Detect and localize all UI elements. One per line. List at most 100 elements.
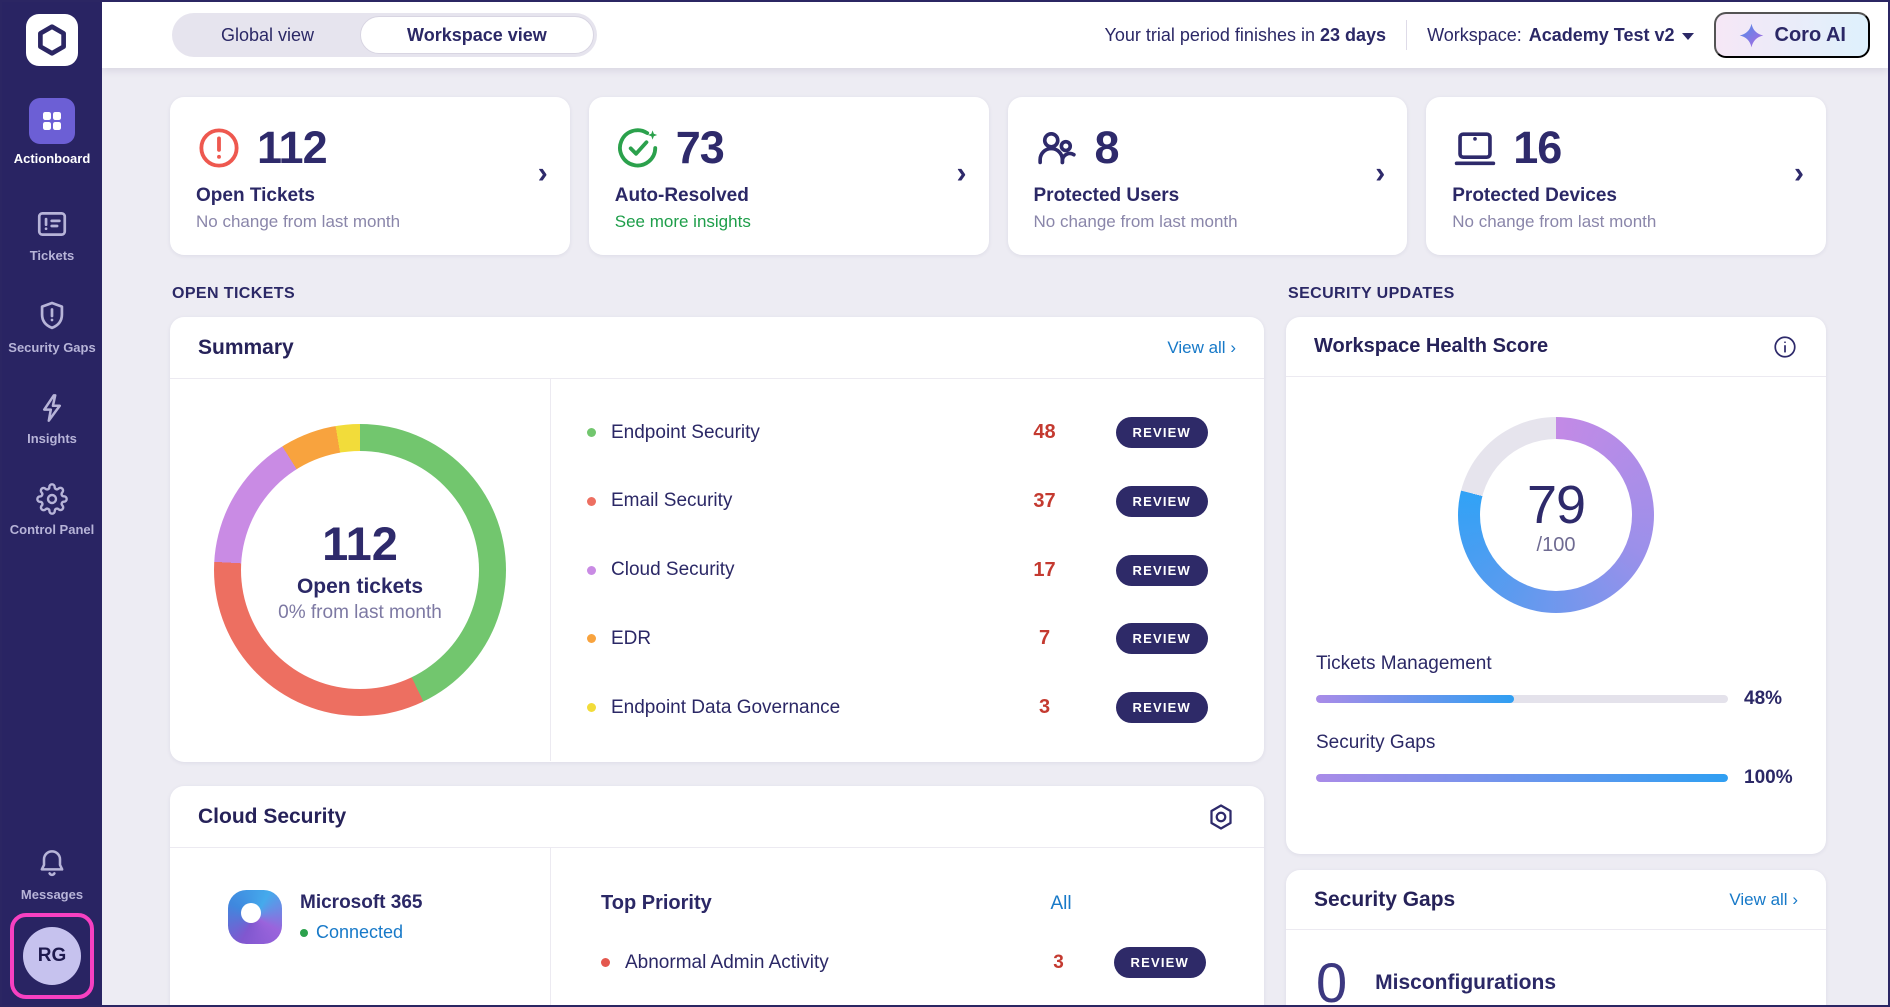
legend-count: 3: [1038, 696, 1051, 718]
status-dot-icon: [300, 928, 308, 937]
stat-card-protected-devices[interactable]: 16 Protected Devices No change from last…: [1426, 97, 1826, 255]
legend-dot: [587, 496, 596, 506]
health-title: Workspace Health Score: [1314, 335, 1549, 357]
metric-label-tickets-management: Tickets Management: [1316, 653, 1492, 674]
sidebar-item-label: Actionboard: [13, 151, 91, 166]
stat-card-open-tickets[interactable]: 112 Open Tickets No change from last mon…: [170, 97, 570, 255]
connector-name: Microsoft 365: [300, 892, 423, 913]
grid-icon: [29, 98, 75, 144]
main-content: 112 Open Tickets No change from last mon…: [102, 68, 1888, 1005]
view-toggle: Global view Workspace view: [172, 13, 597, 57]
health-metrics: Tickets Management 48% Security Gaps 100…: [1286, 613, 1826, 789]
health-score-donut: 79 /100: [1458, 417, 1654, 613]
sidebar-item-insights[interactable]: Insights: [23, 392, 81, 447]
review-button[interactable]: REVIEW: [1115, 554, 1208, 586]
chevron-right-icon[interactable]: ›: [1375, 156, 1386, 190]
stat-value: 112: [257, 122, 328, 173]
stat-title: Protected Devices: [1452, 185, 1617, 206]
info-icon[interactable]: [1772, 334, 1798, 360]
health-score-max: /100: [1536, 533, 1576, 556]
stat-card-auto-resolved[interactable]: 73 Auto-Resolved See more insights ›: [588, 97, 989, 255]
laptop-icon: [1452, 125, 1498, 171]
chevron-right-icon[interactable]: ›: [1794, 156, 1804, 190]
coro-ai-button[interactable]: Coro AI: [1713, 12, 1870, 58]
sidebar-item-actionboard[interactable]: Actionboard: [10, 98, 95, 167]
workspace-health-card: Workspace Health Score 79 /100: [1286, 317, 1826, 854]
stat-subtitle: No change from last month: [1452, 212, 1657, 231]
connector-status-label: Connected: [316, 922, 404, 942]
workspace-name: Academy Test v2: [1528, 24, 1675, 45]
users-icon: [1034, 125, 1080, 171]
legend-row-cloud-security: Cloud Security 17 REVIEW: [587, 554, 1208, 586]
connector-status: Connected: [300, 922, 422, 943]
trial-days: 23 days: [1320, 24, 1387, 45]
alert-circle-icon: [196, 125, 242, 171]
workspace-label: Workspace:: [1427, 24, 1522, 45]
donut-column: 112 Open tickets 0% from last month: [170, 379, 551, 761]
legend-label: Cloud Security: [611, 559, 735, 580]
legend-dot: [587, 703, 596, 712]
tab-workspace-view[interactable]: Workspace view: [360, 16, 594, 54]
sidebar-item-messages[interactable]: Messages: [17, 848, 87, 903]
sidebar-item-label: Messages: [20, 886, 84, 902]
chevron-right-icon[interactable]: ›: [956, 156, 967, 190]
summary-card: Summary View all › 112 Open tickets 0%: [170, 317, 1264, 762]
security-updates-column: SECURITY UPDATES Workspace Health Score …: [1286, 285, 1826, 1005]
ticket-icon: [35, 207, 69, 241]
check-circle-icon: [615, 125, 661, 171]
review-button[interactable]: REVIEW: [1115, 485, 1208, 517]
avatar[interactable]: RG: [23, 927, 81, 985]
security-gaps-body: 0 Misconfigurations: [1286, 930, 1826, 1005]
sidebar-item-control-panel[interactable]: Control Panel: [6, 483, 99, 538]
tab-global-view[interactable]: Global view: [221, 24, 315, 45]
sidebar-item-security-gaps[interactable]: Security Gaps: [4, 299, 99, 356]
coro-logo[interactable]: [26, 14, 78, 66]
legend-row-email-security: Email Security 37 REVIEW: [587, 485, 1208, 517]
chevron-right-icon[interactable]: ›: [537, 156, 548, 190]
topbar: Global view Workspace view Your trial pe…: [102, 2, 1888, 68]
all-link[interactable]: All: [1050, 892, 1072, 914]
sidebar-item-label: Insights: [27, 430, 77, 446]
stat-subtitle: No change from last month: [196, 212, 401, 231]
sidebar-item-label: Tickets: [29, 248, 75, 264]
legend-count: 37: [1033, 489, 1056, 512]
security-gaps-view-all-link[interactable]: View all ›: [1729, 889, 1798, 909]
stat-value: 16: [1513, 122, 1562, 173]
workspace-selector[interactable]: Workspace: Academy Test v2: [1427, 24, 1694, 46]
legend-count: 7: [1038, 627, 1051, 650]
review-button[interactable]: REVIEW: [1115, 417, 1208, 448]
progress-track: [1316, 695, 1728, 703]
legend-label: EDR: [611, 627, 652, 649]
stat-title: Auto-Resolved: [614, 185, 749, 206]
health-score-value: 79: [1526, 474, 1586, 535]
chevron-right-icon: ›: [1230, 337, 1236, 357]
dashboard-columns: OPEN TICKETS Summary View all › 112: [170, 285, 1826, 1005]
section-label-security-updates: SECURITY UPDATES: [1288, 285, 1455, 302]
lightning-icon: [36, 392, 68, 424]
stat-value: 8: [1094, 122, 1120, 173]
legend-count: 48: [1033, 421, 1056, 443]
sidebar-item-tickets[interactable]: Tickets: [26, 207, 79, 264]
legend-row-edr: EDR 7 REVIEW: [587, 623, 1208, 655]
bell-icon: [36, 848, 68, 880]
priority-row-abnormal-admin-activity: Abnormal Admin Activity 3 REVIEW: [601, 947, 1206, 978]
chevron-down-icon: [1681, 32, 1694, 40]
stat-title: Protected Users: [1033, 185, 1180, 206]
legend-row-endpoint-data-governance: Endpoint Data Governance 3 REVIEW: [587, 692, 1208, 723]
open-tickets-column: OPEN TICKETS Summary View all › 112: [170, 285, 1264, 1005]
top-priority-label: Top Priority: [601, 892, 712, 914]
summary-view-all-link[interactable]: View all ›: [1167, 337, 1236, 357]
review-button[interactable]: REVIEW: [1115, 692, 1208, 723]
metric-bar-tickets-management: 48%: [1316, 688, 1796, 710]
stat-subtitle: No change from last month: [1033, 212, 1238, 231]
stat-card-protected-users[interactable]: 8 Protected Users No change from last mo…: [1007, 97, 1408, 255]
stat-title: Open Tickets: [196, 185, 315, 206]
review-button[interactable]: REVIEW: [1115, 623, 1208, 655]
microsoft-365-logo: [228, 890, 282, 944]
see-more-insights-link[interactable]: See more insights: [614, 212, 751, 231]
legend-dot: [587, 565, 596, 575]
review-button[interactable]: REVIEW: [1113, 947, 1206, 978]
progress-fill: [1316, 695, 1514, 703]
hex-settings-icon[interactable]: [1206, 802, 1236, 832]
chevron-right-icon: ›: [1792, 889, 1798, 909]
